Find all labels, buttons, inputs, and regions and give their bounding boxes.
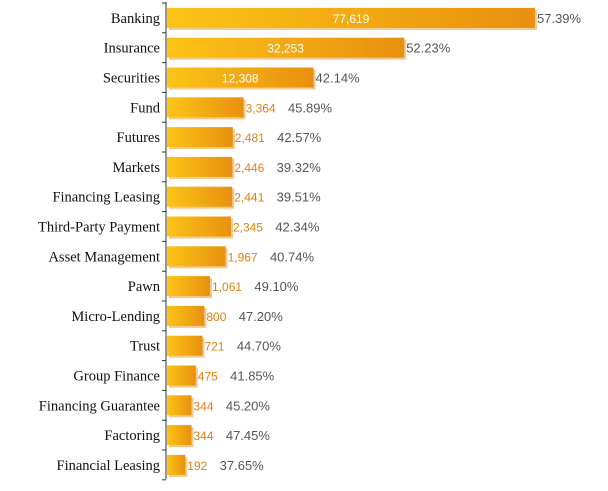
bar-third-party-payment	[167, 216, 231, 237]
percent-label-financing-leasing: 39.51%	[277, 190, 322, 205]
value-label-financial-leasing: 192	[187, 459, 207, 473]
category-label-financing-guarantee: Financing Guarantee	[39, 398, 160, 414]
bar-financial-leasing	[167, 454, 186, 475]
percent-label-insurance: 52.23%	[406, 41, 451, 56]
bar-pawn	[167, 276, 211, 297]
category-label-financing-leasing: Financing Leasing	[52, 190, 160, 206]
bar-securities	[167, 67, 314, 88]
category-label-securities: Securities	[103, 71, 161, 87]
bar-factoring	[167, 425, 192, 446]
bar-financing-leasing	[167, 186, 233, 207]
category-label-financial-leasing: Financial Leasing	[57, 458, 160, 474]
category-label-third-party-payment: Third-Party Payment	[38, 220, 160, 236]
value-label-financing-leasing: 2,441	[234, 191, 264, 205]
bar-asset-management	[167, 246, 226, 267]
bar-micro-lending	[167, 305, 205, 326]
category-label-micro-lending: Micro-Lending	[71, 309, 160, 325]
percent-label-financial-leasing: 37.65%	[220, 458, 265, 473]
percent-label-banking: 57.39%	[537, 11, 582, 26]
value-label-fund: 3,364	[246, 101, 276, 115]
value-label-trust: 721	[204, 340, 224, 354]
bar-futures	[167, 127, 233, 148]
labels-layer: Banking 77,619 57.39% Insurance 32,253 52.23%…	[38, 11, 582, 474]
percent-label-trust: 44.70%	[237, 339, 282, 354]
value-label-markets: 2,446	[234, 161, 264, 175]
value-label-futures: 2,481	[235, 131, 265, 145]
category-label-group-finance: Group Finance	[73, 369, 160, 385]
y-axis-ticks	[162, 2, 166, 481]
category-label-pawn: Pawn	[128, 279, 161, 295]
percent-label-group-finance: 41.85%	[230, 369, 275, 384]
bar-group-finance	[167, 365, 196, 386]
category-label-asset-management: Asset Management	[48, 249, 160, 265]
value-label-securities: 12,308	[222, 72, 259, 86]
bar-insurance	[167, 37, 405, 58]
value-label-factoring: 344	[193, 429, 213, 443]
value-label-group-finance: 475	[198, 370, 218, 384]
category-label-trust: Trust	[130, 339, 160, 355]
percent-label-securities: 42.14%	[316, 71, 361, 86]
percent-label-markets: 39.32%	[277, 160, 322, 175]
bar-markets	[167, 156, 233, 177]
percent-label-pawn: 49.10%	[254, 279, 299, 294]
percent-label-third-party-payment: 42.34%	[275, 220, 320, 235]
value-label-asset-management: 1,967	[228, 250, 258, 264]
percent-label-asset-management: 40.74%	[270, 249, 315, 264]
bar-banking	[167, 7, 535, 28]
percent-label-financing-guarantee: 45.20%	[226, 398, 271, 413]
value-label-third-party-payment: 2,345	[233, 221, 263, 235]
percent-label-factoring: 47.45%	[226, 428, 271, 443]
category-label-insurance: Insurance	[104, 41, 160, 57]
category-label-factoring: Factoring	[104, 428, 160, 444]
bars-layer	[167, 7, 537, 477]
category-label-markets: Markets	[112, 160, 160, 176]
category-label-banking: Banking	[111, 11, 160, 27]
percent-label-futures: 42.57%	[277, 130, 322, 145]
value-label-banking: 77,619	[333, 12, 370, 26]
value-label-insurance: 32,253	[267, 42, 304, 56]
value-label-pawn: 1,061	[212, 280, 242, 294]
percent-label-fund: 45.89%	[288, 100, 333, 115]
bar-financing-guarantee	[167, 395, 192, 416]
bar-trust	[167, 335, 203, 356]
category-label-fund: Fund	[130, 100, 161, 116]
bar-fund	[167, 97, 244, 118]
percent-label-micro-lending: 47.20%	[239, 309, 284, 324]
category-label-futures: Futures	[117, 130, 161, 146]
value-label-micro-lending: 800	[206, 310, 226, 324]
value-label-financing-guarantee: 344	[193, 399, 213, 413]
